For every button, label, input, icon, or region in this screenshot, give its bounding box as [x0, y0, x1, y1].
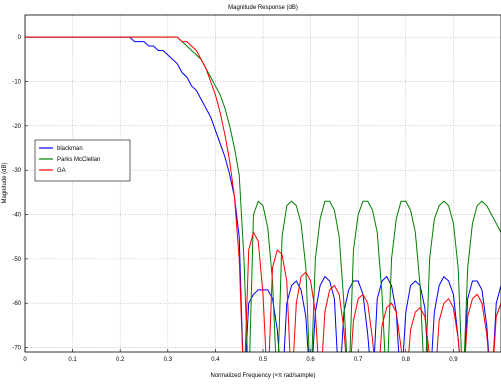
y-axis-label: Magnitude (dB) [2, 162, 8, 203]
x-axis-label: Normalized Frequency (×π rad/sample) [210, 373, 315, 379]
y-tick-label: -70 [12, 346, 21, 352]
y-tick-label: -50 [12, 257, 21, 263]
legend-label: GA [57, 168, 66, 174]
x-tick-label: 0.9 [449, 357, 458, 363]
x-tick-label: 0.2 [116, 357, 125, 363]
x-tick-label: 0.8 [402, 357, 411, 363]
chart-title: Magnitude Response (dB) [228, 5, 298, 11]
y-tick-label: -20 [12, 124, 21, 130]
legend-label: blackman [57, 146, 83, 152]
x-tick-label: 0.6 [306, 357, 315, 363]
series-line [25, 36, 501, 352]
y-tick-label: -10 [12, 80, 21, 86]
grid [24, 15, 501, 352]
x-tick-label: 0.5 [259, 357, 268, 363]
x-tick-label: 0.3 [164, 357, 173, 363]
plot-lines [25, 36, 501, 352]
x-tick-label: 0.1 [68, 357, 77, 363]
legend: blackman Parks McClellan GA [34, 139, 131, 182]
y-tick-label: -40 [12, 213, 21, 219]
legend-label: Parks McClellan [57, 157, 100, 163]
y-tick-label: -60 [12, 301, 21, 307]
x-tick-label: 0 [23, 357, 27, 363]
x-tick-label: 0.4 [211, 357, 220, 363]
y-tick-label: -30 [12, 168, 21, 174]
y-tick-label: 0 [18, 35, 22, 41]
legend-box [34, 139, 131, 182]
x-tick-label: 0.7 [354, 357, 363, 363]
plot-frame [24, 14, 501, 353]
